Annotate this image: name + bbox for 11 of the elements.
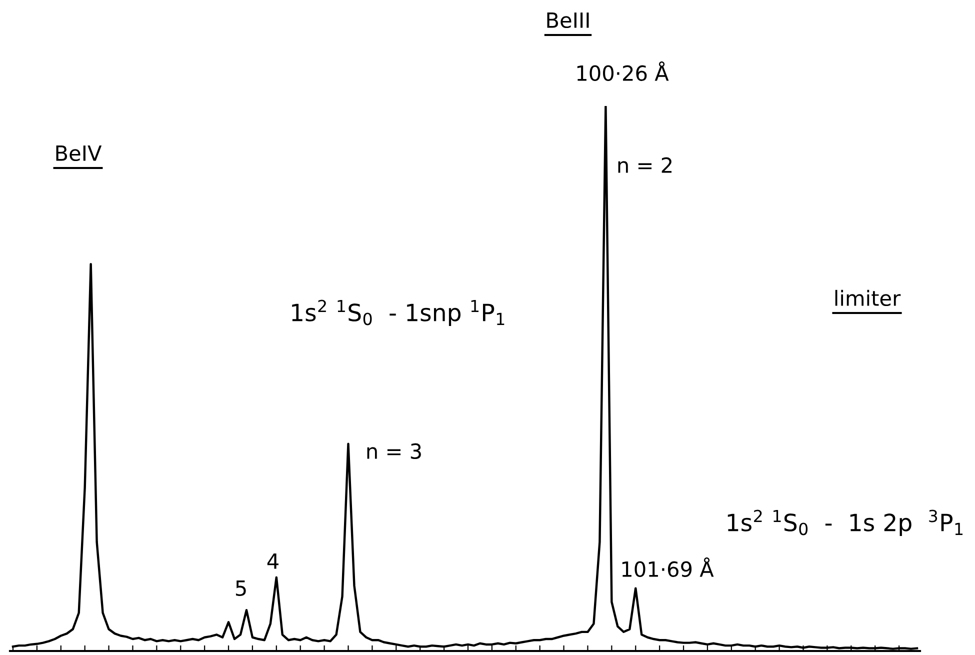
annotation: 1s$^{2 1}$S$_{0}$ - 1s 2p $^{3}$P$_{1}$ [728,510,962,536]
annotation: limiter [835,290,901,306]
annotation: n = 2 [618,157,672,173]
annotation: 1s$^{2 1}$S$_{0}$ - 1snp $^{1}$P$_{1}$ [292,300,504,326]
text: BeIII [547,12,589,28]
annotation: 101·69 Å [622,557,714,578]
annotation: n = 3 [367,443,421,460]
annotation: 5 [236,580,246,596]
annotation: BeIV [56,146,102,162]
annotation: 4 [267,554,278,569]
text: 100·26 Å [577,61,669,82]
